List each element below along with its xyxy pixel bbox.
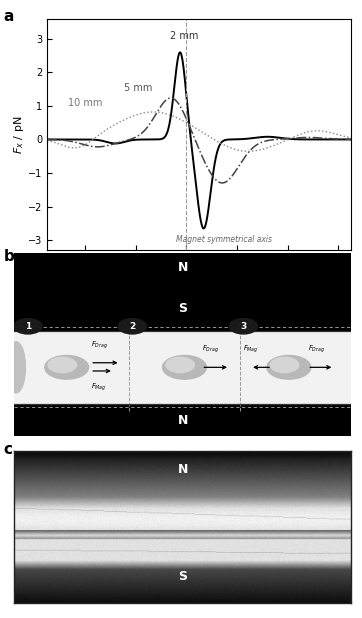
- Bar: [14, 405, 351, 436]
- X-axis label: x / mm: x / mm: [180, 271, 219, 281]
- Text: $F_{Drag}$: $F_{Drag}$: [202, 343, 219, 355]
- Text: a: a: [4, 9, 14, 24]
- Circle shape: [14, 319, 42, 334]
- Text: $F_{Drag}$: $F_{Drag}$: [91, 339, 108, 351]
- Text: 2: 2: [129, 322, 135, 331]
- Text: 3: 3: [240, 322, 247, 331]
- Ellipse shape: [7, 342, 25, 393]
- Text: 1: 1: [25, 322, 31, 331]
- Circle shape: [166, 357, 194, 373]
- Bar: [14, 253, 351, 330]
- Circle shape: [118, 319, 147, 334]
- Y-axis label: $F_x$ / pN: $F_x$ / pN: [12, 115, 26, 154]
- Bar: [14, 330, 351, 405]
- Text: $F_{Mag}$: $F_{Mag}$: [243, 343, 259, 355]
- Text: 2 mm: 2 mm: [170, 31, 198, 41]
- Text: c: c: [4, 442, 13, 457]
- Text: b: b: [4, 249, 14, 264]
- Circle shape: [45, 355, 89, 379]
- Circle shape: [48, 357, 76, 373]
- Text: 10 mm: 10 mm: [68, 98, 102, 108]
- Text: N: N: [178, 413, 188, 426]
- Circle shape: [163, 355, 206, 379]
- Circle shape: [229, 319, 257, 334]
- Text: N: N: [178, 261, 188, 274]
- Text: N: N: [178, 463, 188, 476]
- Text: $F_{Mag}$: $F_{Mag}$: [91, 382, 107, 394]
- Text: S: S: [178, 570, 187, 583]
- Text: 5 mm: 5 mm: [124, 83, 152, 93]
- Circle shape: [270, 357, 299, 373]
- Text: Magnet symmetrical axis: Magnet symmetrical axis: [176, 235, 273, 243]
- Text: $F_{Drag}$: $F_{Drag}$: [308, 343, 325, 355]
- Text: S: S: [178, 302, 187, 315]
- Circle shape: [267, 355, 311, 379]
